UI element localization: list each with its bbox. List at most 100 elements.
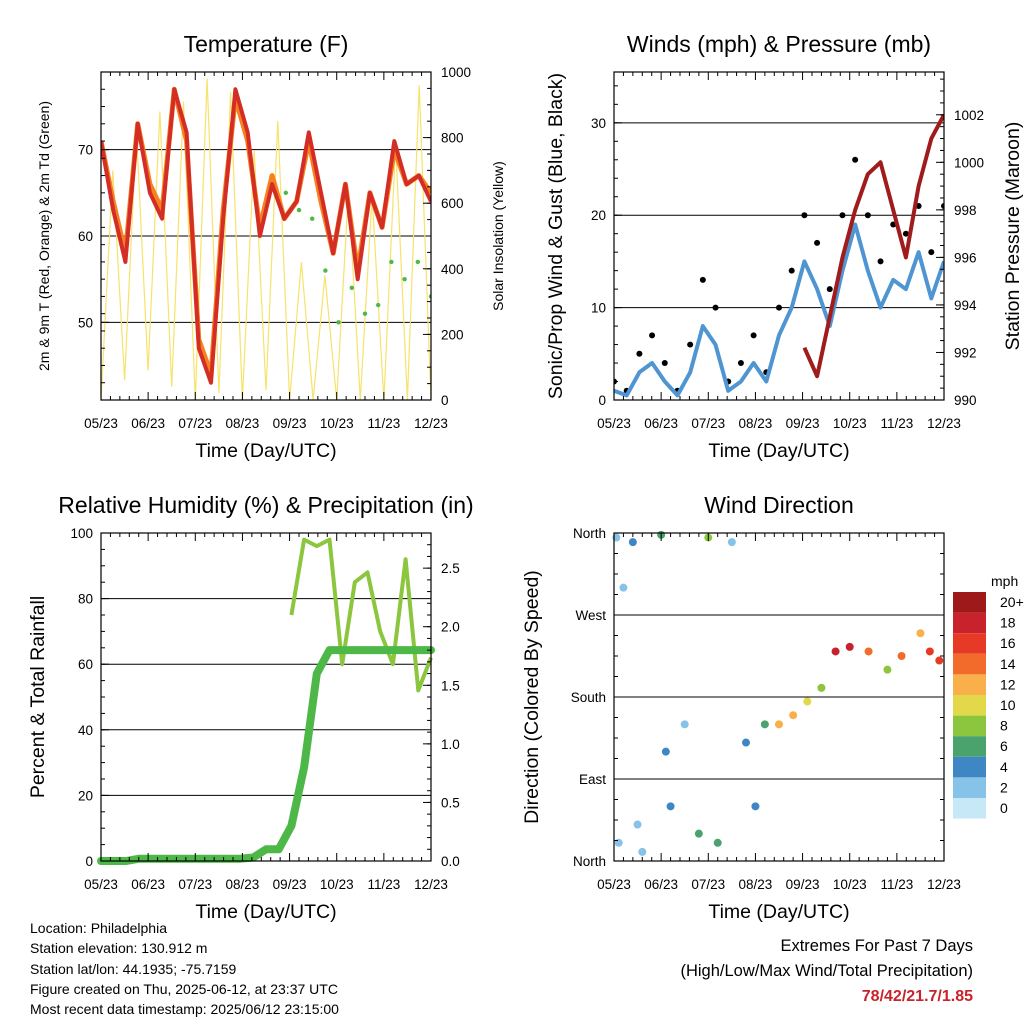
dewpoint-point [349, 285, 354, 290]
gust-point [826, 286, 833, 293]
legend-label: 12 [1000, 676, 1016, 692]
x-tick-label: 06/23 [131, 416, 165, 431]
dewpoint-point [323, 268, 328, 273]
panel-4: 05/23 06/23 07/23 08/23 09/23 10/23 11/23 12/23… [521, 492, 1024, 923]
x-tick-label: 12/23 [927, 877, 961, 892]
y-axis-label: 2m & 9m T (Red, Orange) & 2m Td (Green) [36, 101, 52, 371]
gust-point [649, 332, 656, 339]
gust-point [737, 360, 744, 367]
x-tick-label: 11/23 [367, 416, 400, 431]
y-right-tick-label: 2.0 [441, 620, 460, 635]
x-axis-label: Time (Day/UTC) [195, 901, 336, 923]
direction-point [760, 720, 769, 729]
dewpoint-point [310, 216, 315, 221]
x-tick-label: 06/23 [644, 877, 678, 892]
2m-temperature-line [101, 87, 431, 385]
dewpoint-point [296, 207, 302, 213]
y-axis-label-right: Solar Insolation (Yellow) [490, 161, 506, 311]
location-text: Location: Philadelphia [30, 920, 167, 936]
x-tick-label: 07/23 [691, 877, 725, 892]
x-tick-label: 05/23 [84, 877, 118, 892]
direction-point [817, 683, 826, 692]
y-tick-label: 40 [78, 723, 93, 738]
plot-area [101, 78, 431, 400]
direction-point [628, 538, 637, 547]
relative-humidity-line [289, 537, 433, 693]
direction-point [694, 829, 703, 838]
legend-label: 6 [1000, 738, 1008, 754]
panel-2: 05/23 06/23 07/23 08/23 09/23 10/23 11/23 12/23… [545, 31, 1024, 462]
legend-label: 2 [1000, 779, 1008, 795]
x-tick-label: 05/23 [597, 877, 631, 892]
gust-point [687, 341, 694, 348]
dewpoint-point [376, 302, 381, 308]
y-right-tick-label: 998 [954, 203, 977, 218]
gust-point [852, 156, 859, 163]
legend-label: 18 [1000, 615, 1016, 631]
legend-label: 10 [1000, 697, 1016, 713]
legend-label: 14 [1000, 656, 1016, 672]
panel-title: Temperature (F) [184, 31, 349, 57]
x-tick-label: 10/23 [320, 416, 354, 431]
y-right-tick-label: 990 [954, 393, 977, 408]
y-right-tick-label: 2.5 [441, 561, 460, 576]
extremes-values: 78/42/21.7/1.85 [861, 988, 973, 1005]
x-tick-label: 08/23 [226, 416, 260, 431]
direction-point [727, 538, 736, 547]
plot-frame [100, 532, 432, 862]
y-right-tick-label: 994 [954, 298, 977, 313]
y-tick-label: 60 [78, 229, 93, 244]
y-tick-label: East [579, 772, 606, 787]
gust-point [788, 267, 795, 274]
y-tick-label: 80 [78, 592, 93, 607]
wind-speed-line [614, 222, 944, 398]
x-tick-label: 10/23 [833, 877, 867, 892]
direction-point [864, 647, 873, 656]
gust-point [801, 212, 808, 219]
legend-label: 4 [1000, 759, 1008, 775]
direction-point [883, 665, 892, 674]
direction-point [789, 711, 798, 720]
total-precipitation-line [97, 646, 435, 865]
panel-title: Relative Humidity (%) & Precipitation (i… [58, 492, 473, 518]
direction-point [935, 656, 944, 665]
y-right-tick-label: 1.0 [441, 737, 460, 752]
x-tick-label: 08/23 [226, 877, 260, 892]
y-right-tick-label: 1002 [954, 108, 984, 123]
gust-point [928, 249, 935, 256]
extremes-box: Extremes For Past 7 Days (High/Low/Max W… [680, 934, 973, 1009]
y-right-tick-label: 0 [441, 393, 449, 408]
legend-swatch [953, 798, 986, 819]
y-tick-label: 20 [78, 788, 93, 803]
direction-point [803, 697, 812, 706]
x-tick-label: 10/23 [833, 416, 867, 431]
gust-point [750, 332, 757, 339]
direction-point [775, 720, 783, 729]
9m-temperature-line [101, 86, 431, 377]
y-right-tick-label: 600 [441, 196, 464, 211]
panel-3: 05/23 06/23 07/23 08/23 09/23 10/23 11/23 12/23… [27, 492, 474, 923]
direction-point [666, 802, 675, 811]
panel-title: Winds (mph) & Pressure (mb) [627, 31, 931, 57]
legend-swatch [953, 674, 986, 695]
y-tick-label: 10 [591, 301, 606, 316]
x-tick-label: 10/23 [320, 877, 354, 892]
legend-swatch [953, 695, 986, 716]
direction-point [897, 652, 906, 660]
y-right-tick-label: 800 [441, 131, 464, 146]
gust-point [814, 239, 821, 246]
y-right-tick-label: 1000 [954, 155, 984, 170]
direction-point [638, 847, 647, 856]
x-tick-label: 05/23 [597, 416, 631, 431]
y-axis-label: Sonic/Prop Wind & Gust (Blue, Black) [545, 73, 567, 399]
dewpoint-point [389, 259, 394, 265]
y-right-tick-label: 1000 [441, 65, 471, 80]
x-tick-label: 09/23 [273, 416, 307, 431]
x-tick-label: 11/23 [880, 416, 913, 431]
plot-frame [613, 71, 945, 401]
y-right-tick-label: 0.0 [441, 854, 460, 869]
x-tick-label: 11/23 [880, 877, 913, 892]
y-tick-label: 60 [78, 657, 93, 672]
direction-point [661, 747, 670, 756]
elevation-text: Station elevation: 130.912 m [30, 940, 208, 957]
